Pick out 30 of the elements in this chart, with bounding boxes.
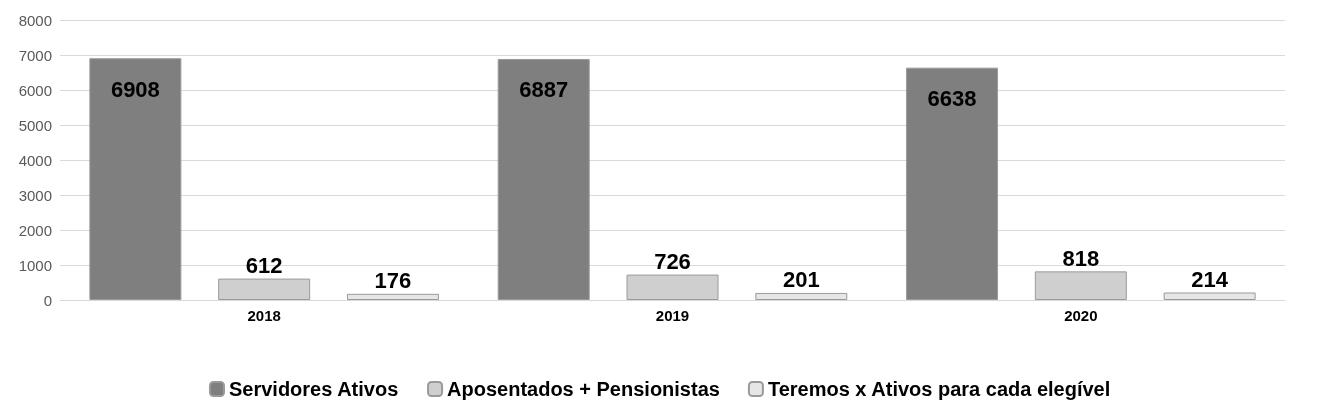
y-tick-label: 0 [43, 291, 52, 309]
y-tick-label: 7000 [18, 46, 52, 64]
y-tick-label: 2000 [18, 221, 52, 239]
data-label: 214 [1191, 267, 1229, 293]
x-tick-label: 2020 [1064, 307, 1098, 324]
y-tick-label: 3000 [18, 186, 52, 204]
y-tick-label: 5000 [18, 116, 52, 134]
bar [89, 58, 182, 300]
data-label: 6908 [110, 76, 160, 102]
bar [346, 293, 439, 300]
y-tick-label: 4000 [18, 151, 52, 169]
x-tick-label: 2019 [655, 307, 690, 324]
legend-label: Aposentados + Pensionistas [447, 378, 720, 400]
bar [906, 67, 999, 300]
data-label: 6638 [927, 86, 977, 112]
data-label: 612 [245, 253, 283, 279]
data-label: 726 [654, 249, 691, 275]
y-tick-label: 6000 [18, 81, 52, 99]
bar [1163, 292, 1256, 300]
data-label: 6887 [519, 77, 569, 103]
data-label: 176 [374, 268, 412, 294]
x-tick-label: 2018 [247, 307, 281, 324]
y-tick-label: 8000 [18, 11, 52, 29]
bar [497, 58, 590, 300]
data-label: 201 [782, 267, 820, 293]
bar [755, 292, 848, 300]
data-label: 818 [1062, 245, 1100, 271]
y-tick-label: 1000 [18, 256, 52, 274]
legend-label: Servidores Ativos [228, 378, 399, 400]
legend-label: Teremos x Ativos para cada elegível [767, 378, 1111, 400]
